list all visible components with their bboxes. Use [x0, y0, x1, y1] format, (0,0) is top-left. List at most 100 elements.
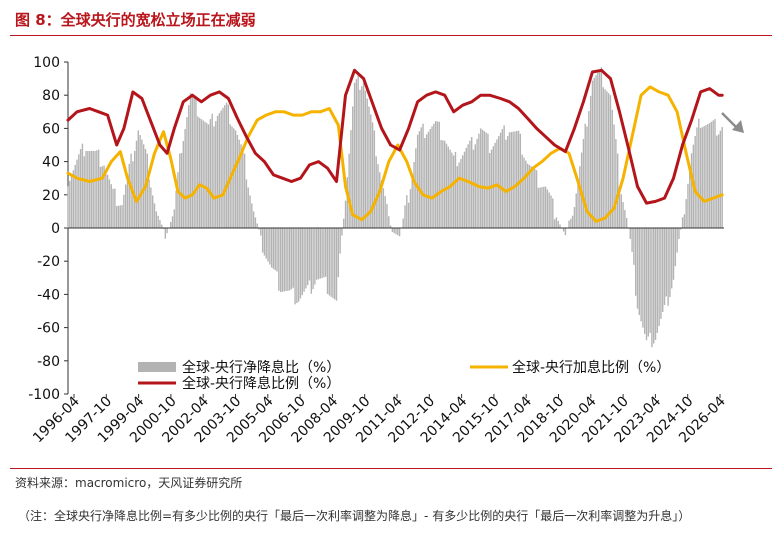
- chart-title: 图 8：全球央行的宽松立场正在减弱: [15, 11, 256, 29]
- net-cut-bar: [654, 228, 657, 340]
- net-cut-bar: [234, 130, 237, 228]
- net-cut-bar: [665, 228, 668, 297]
- net-cut-bar: [451, 152, 453, 228]
- net-cut-bar: [200, 119, 203, 228]
- net-cut-bar: [341, 228, 343, 236]
- net-cut-bar: [139, 135, 141, 228]
- net-cut-bar: [485, 132, 487, 228]
- net-cut-bar: [330, 228, 332, 297]
- net-cut-bar: [164, 228, 167, 239]
- net-cut-bar: [625, 218, 628, 228]
- net-cut-bar: [503, 125, 505, 228]
- net-cut-bar: [161, 224, 163, 228]
- net-cut-bar: [96, 150, 98, 228]
- net-cut-bar: [631, 228, 633, 252]
- net-cut-bar: [620, 194, 622, 228]
- net-cut-bar: [586, 126, 588, 228]
- net-cut-bar: [101, 166, 103, 228]
- net-cut-bar: [119, 205, 121, 228]
- net-cut-bar: [472, 149, 475, 228]
- net-cut-bar: [425, 134, 428, 228]
- y-tick-label: 60: [42, 121, 60, 137]
- net-cut-bar: [294, 228, 296, 305]
- net-cut-bar: [510, 132, 513, 228]
- net-cut-bar: [105, 170, 107, 228]
- net-cut-bar: [245, 179, 248, 228]
- net-cut-bar: [180, 152, 183, 228]
- net-cut-bar: [362, 82, 365, 228]
- net-cut-bar: [281, 228, 284, 292]
- net-cut-bar: [97, 149, 100, 228]
- chart-area: 100 80 60 40 20 0 -20 -40 -60 -80 -100 1996-041997…: [28, 55, 744, 446]
- net-cut-bar: [427, 131, 430, 228]
- net-cut-bar: [501, 129, 504, 228]
- net-cut-bar: [597, 72, 599, 229]
- net-cut-bar: [397, 228, 399, 236]
- net-cut-bar: [269, 228, 271, 265]
- net-cut-bar: [334, 228, 336, 300]
- net-cut-bar: [577, 179, 579, 228]
- footnote: （注：全球央行净降息比例=有多少比例的央行「最后一次利率调整为降息」- 有多少比…: [18, 509, 691, 523]
- net-cut-bar: [568, 220, 570, 228]
- net-cut-bar: [135, 140, 138, 228]
- net-cut-bar: [539, 187, 541, 228]
- y-tick-label: 40: [42, 155, 60, 171]
- net-cut-bar: [256, 223, 258, 228]
- net-cut-bar: [348, 153, 350, 228]
- net-cut-bar: [278, 228, 280, 291]
- legend-label: 全球-央行加息比例（%）: [512, 359, 670, 376]
- net-cut-bar: [478, 133, 480, 228]
- net-cut-bar: [274, 228, 276, 271]
- net-cut-bar: [521, 154, 523, 228]
- legend-swatch: [138, 362, 176, 372]
- net-cut-bar: [638, 228, 640, 315]
- net-cut-bar: [429, 129, 431, 228]
- net-cut-bar: [523, 157, 525, 228]
- net-cut-bar: [498, 136, 500, 228]
- net-cut-bar: [159, 220, 161, 228]
- net-cut-bar: [296, 228, 298, 304]
- net-cut-bar: [622, 202, 624, 228]
- net-cut-bar: [570, 218, 572, 228]
- net-cut-bar: [272, 228, 275, 269]
- net-cut-bar: [155, 211, 158, 228]
- net-cut-bar: [658, 228, 660, 326]
- series-lines: [66, 68, 724, 223]
- net-cut-bar: [193, 95, 195, 228]
- net-cut-bar: [649, 228, 651, 333]
- net-cut-bar: [350, 130, 352, 228]
- net-cut-bar: [562, 228, 565, 232]
- net-cut-bar: [352, 106, 354, 228]
- net-cut-bar: [380, 180, 383, 228]
- net-cut-bar: [422, 123, 424, 228]
- y-axis: 100 80 60 40 20 0 -20 -40 -60 -80 -100: [28, 55, 69, 403]
- net-cut-bar: [141, 139, 143, 228]
- net-cut-bar: [240, 144, 242, 228]
- net-cut-bar: [582, 139, 585, 228]
- net-cut-bar: [674, 228, 677, 267]
- net-cut-bar: [555, 217, 558, 228]
- net-cut-bar: [575, 193, 577, 228]
- net-cut-bar: [609, 95, 612, 228]
- net-cut-bar: [469, 140, 471, 228]
- net-cut-bar: [170, 221, 172, 228]
- net-cut-bar: [481, 129, 484, 228]
- net-cut-bar: [532, 167, 534, 228]
- net-cut-bar: [337, 228, 340, 278]
- net-cut-bar: [407, 202, 410, 228]
- net-cut-bar: [171, 216, 174, 228]
- net-cut-bar: [353, 82, 356, 228]
- net-cut-bar: [179, 153, 181, 228]
- y-tick-label: 100: [33, 55, 60, 71]
- net-cut-bar: [297, 228, 300, 302]
- net-cut-bar: [88, 150, 91, 228]
- net-cut-bar: [85, 150, 87, 228]
- net-cut-bar: [357, 75, 359, 228]
- net-cut-bar: [667, 228, 669, 306]
- net-cut-bar: [660, 228, 662, 319]
- net-cut-bar: [209, 119, 212, 228]
- net-cut-bar: [489, 152, 491, 228]
- net-cut-bar: [663, 228, 666, 306]
- net-cut-bar: [202, 120, 204, 228]
- net-cut-bar: [398, 228, 401, 237]
